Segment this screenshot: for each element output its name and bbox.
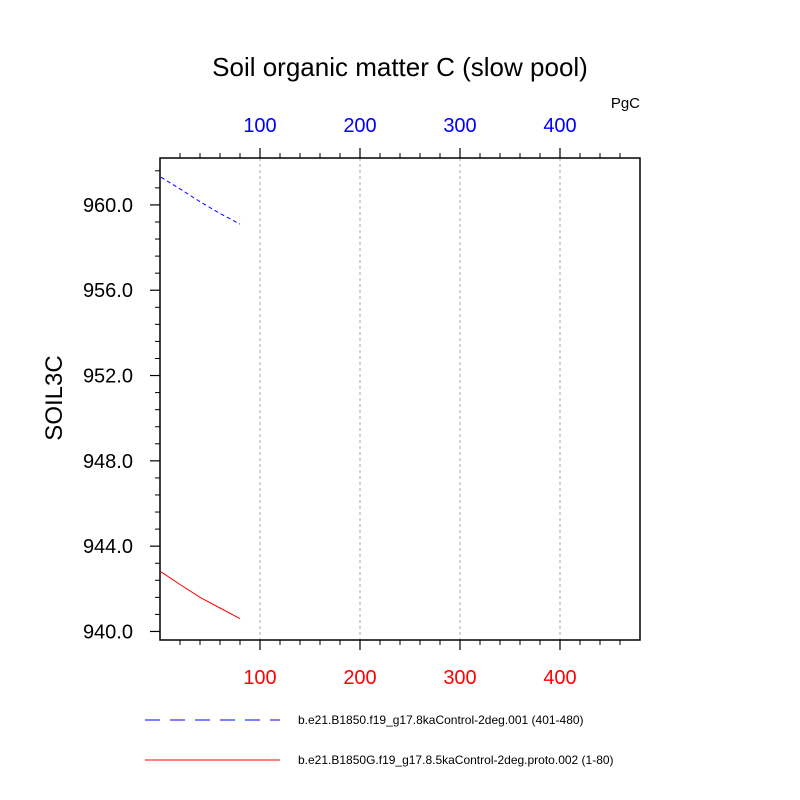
units-label: PgC <box>611 95 640 112</box>
y-tick-label: 956.0 <box>83 280 133 302</box>
y-axis-label: SOIL3C <box>41 355 68 440</box>
ticks: 100 100 200 200 300 300 400 400 940.0 944.0 948.0 9… <box>83 115 621 689</box>
grid-lines <box>259 158 561 640</box>
series-line-1 <box>160 176 241 225</box>
x-tick-label-bottom: 400 <box>543 667 576 689</box>
x-tick-label-bottom: 200 <box>343 667 376 689</box>
plot-frame <box>159 157 641 641</box>
y-tick-label: 952.0 <box>83 366 133 388</box>
legend-label-2: b.e21.B1850G.f19_g17.8.5kaControl-2deg.p… <box>298 753 614 767</box>
y-tick-label: 940.0 <box>83 621 133 643</box>
legend: b.e21.B1850.f19_g17.8kaControl-2deg.001 … <box>145 713 614 767</box>
x-tick-label-top: 400 <box>543 115 576 137</box>
y-tick-label: 960.0 <box>83 195 133 217</box>
y-tick-label: 944.0 <box>83 536 133 558</box>
x-tick-label-top: 100 <box>243 115 276 137</box>
series-line-2 <box>160 571 241 620</box>
axes <box>159 157 641 641</box>
x-tick-label-top: 300 <box>443 115 476 137</box>
chart-title: Soil organic matter C (slow pool) <box>212 52 588 82</box>
y-tick-label: 948.0 <box>83 451 133 473</box>
x-tick-label-top: 200 <box>343 115 376 137</box>
legend-label-1: b.e21.B1850.f19_g17.8kaControl-2deg.001 … <box>298 713 584 727</box>
series-layer <box>160 176 241 620</box>
x-tick-label-bottom: 300 <box>443 667 476 689</box>
x-tick-label-bottom: 100 <box>243 667 276 689</box>
